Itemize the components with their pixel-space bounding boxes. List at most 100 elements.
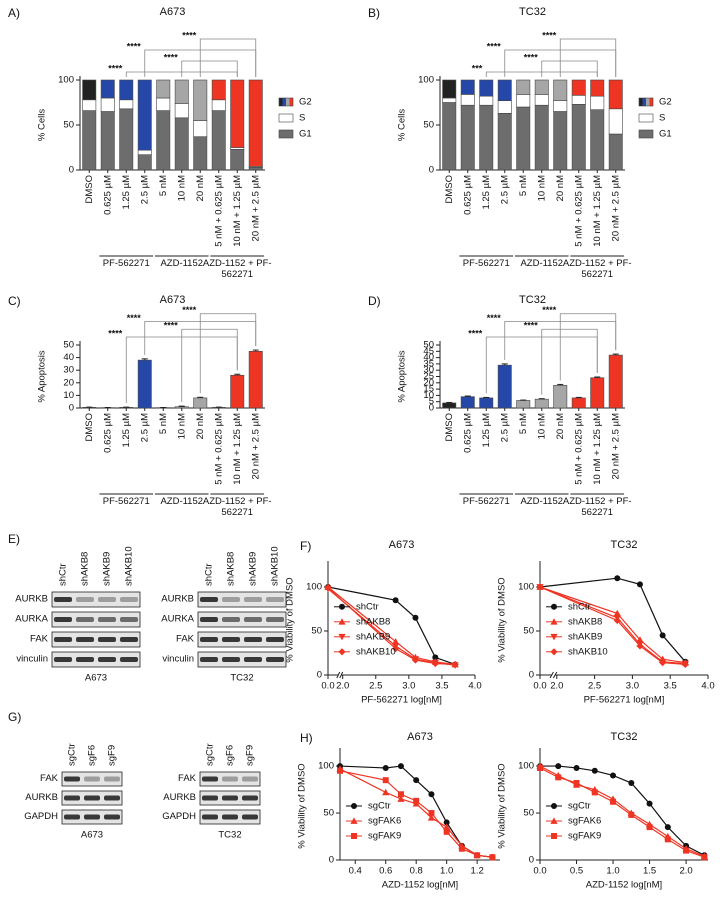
row-label: GAPDH (162, 811, 196, 822)
point (610, 798, 617, 805)
y-tick-label: 100 (518, 761, 534, 772)
panel-label: A) (8, 6, 20, 20)
bar (590, 377, 605, 409)
y-tick-label: 5 (429, 396, 434, 407)
significance-bracket: **** (108, 328, 238, 404)
x-tick-label: 1.25 µM (481, 175, 492, 210)
group-label: AZD-1152 + PF-562271 (562, 258, 632, 280)
blot-band (98, 617, 116, 622)
bar-segment (193, 120, 208, 138)
row-label: AURKA (161, 614, 194, 625)
legend-marker (339, 603, 345, 610)
significance-label: **** (127, 313, 142, 323)
blot-caption: TC32 (230, 673, 253, 684)
bar (516, 400, 531, 409)
blot-band (84, 814, 100, 820)
x-tick-label: 10 nM (176, 413, 187, 439)
x-axis-label: PF-562271 log[nM] (584, 695, 665, 706)
blot-band (84, 795, 100, 801)
bar-segment (442, 79, 457, 99)
bar-segment (100, 111, 115, 171)
bar (460, 396, 475, 409)
bar-segment (553, 111, 568, 171)
legend-swatch (278, 113, 294, 123)
point (427, 814, 436, 821)
error-bar (557, 383, 564, 386)
axis-break (549, 671, 554, 679)
bar-segment (460, 104, 475, 171)
y-tick-label: 0 (529, 670, 534, 681)
group-label: PF-562271 (462, 496, 510, 507)
x-tick-label: 0.6 (379, 866, 392, 877)
point (474, 852, 481, 859)
blot-strip (197, 611, 287, 628)
x-tick-label: 0.625 µM (462, 413, 473, 453)
bar-segment (119, 79, 134, 101)
point (382, 764, 389, 771)
blot-strip (199, 771, 261, 787)
lane-label: sgF9 (245, 745, 256, 766)
error-bar (234, 373, 241, 376)
axis-break (336, 671, 341, 679)
error-bar (594, 376, 601, 378)
point (610, 772, 617, 779)
group-label: AZD-1152 + PF-562271 (202, 258, 272, 280)
legend-label: shAKB10 (356, 646, 396, 657)
y-tick-label: 0 (529, 855, 534, 866)
x-tick-label: 5 nM (518, 175, 529, 196)
x-tick-label: 4.0 (468, 681, 481, 692)
group-label-box: PF-562271 (462, 496, 510, 507)
bar-segment (497, 113, 512, 171)
significance-bracket: **** (108, 63, 238, 77)
x-tick-label: 5 nM + 0.625 µM (213, 175, 224, 247)
row-label: FAK (30, 634, 49, 645)
legend-label: shAKB9 (568, 631, 602, 642)
legend-label: sgCtr (568, 801, 591, 812)
bracket-line (199, 38, 257, 77)
bar (608, 354, 623, 409)
blot-band (54, 657, 72, 662)
group-label: PF-562271 (102, 496, 150, 507)
point (397, 791, 404, 798)
point (397, 795, 405, 802)
bracket-line (181, 328, 238, 403)
x-tick-label: 10 nM + 1.25 µM (592, 413, 603, 485)
x-tick-label: 20 nM (195, 413, 206, 439)
y-axis-label: % Apoptosis (397, 350, 408, 403)
bar-segment (248, 79, 263, 167)
significance-label: *** (472, 63, 483, 73)
significance-bracket: **** (487, 313, 617, 360)
bar (553, 385, 568, 409)
legend-label: shCtr (356, 601, 379, 612)
significance-bracket: **** (164, 321, 238, 403)
significance-label: **** (182, 305, 197, 315)
point (458, 845, 465, 852)
x-tick-label: 1.25 µM (121, 175, 132, 210)
x-tick-label: 1.25 µM (121, 413, 132, 448)
y-tick-label: 0 (429, 403, 434, 414)
legend-swatch (278, 129, 294, 139)
group-label: PF-562271 (462, 258, 510, 269)
group-label-box: AZD-1152 + PF-562271 (563, 496, 632, 518)
point (443, 828, 450, 835)
point (646, 824, 653, 831)
row-label: vinculin (16, 654, 48, 665)
legend-swatch (289, 98, 293, 106)
y-tick-label: 100 (318, 761, 334, 772)
legend-swatch (638, 113, 654, 123)
x-tick-label: 1.0 (606, 866, 619, 877)
bar-segment (156, 110, 171, 171)
bar-segment (608, 79, 623, 110)
bar-segment (534, 104, 549, 171)
x-tick-label: 3.5 (664, 681, 677, 692)
bar-segment (608, 108, 623, 135)
y-tick-label: 100 (418, 75, 434, 86)
chart-title: TC32 (611, 731, 638, 743)
blot-band (222, 597, 240, 602)
bar-segment (571, 95, 586, 105)
legend-label: shAKB8 (356, 616, 390, 627)
significance-bracket: **** (524, 52, 598, 77)
bar-segment (174, 117, 189, 171)
chart-title: TC32 (519, 6, 546, 18)
point (411, 656, 420, 664)
